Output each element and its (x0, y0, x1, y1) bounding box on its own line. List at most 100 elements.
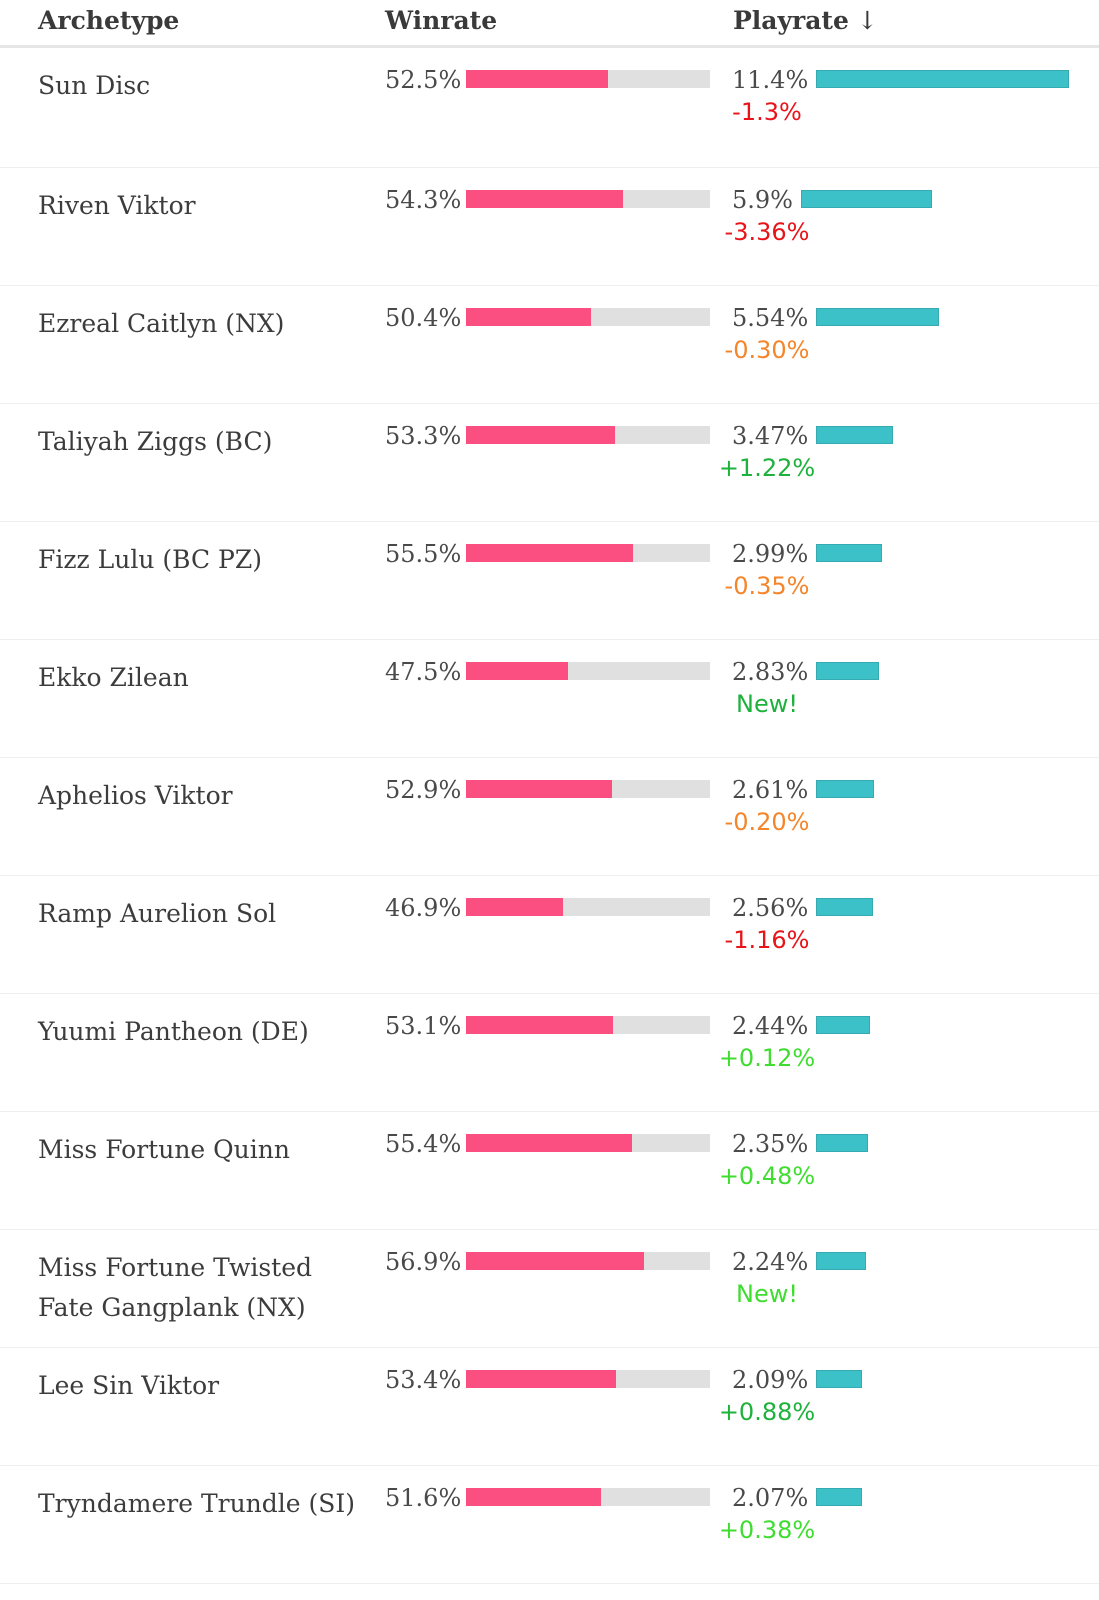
archetype-name[interactable]: Taliyah Ziggs (BC) (38, 427, 273, 456)
winrate-bar-fill (466, 190, 623, 208)
playrate-change: -0.20% (724, 808, 810, 836)
archetype-name[interactable]: Ramp Aurelion Sol (38, 899, 277, 928)
winrate-value: 53.4% (385, 1366, 462, 1394)
sort-descending-icon: ↓ (856, 6, 878, 35)
winrate-bar-track (466, 780, 710, 798)
winrate-bar-track (466, 1488, 710, 1506)
playrate-change: -3.36% (724, 218, 810, 246)
playrate-change: +1.22% (718, 454, 816, 482)
table-body: Sun Disc 52.5% 11.4% -1.3% Riven Viktor 54.3%… (0, 48, 1099, 1584)
winrate-bar-track (466, 308, 710, 326)
table-row[interactable]: Aphelios Viktor 52.9% 2.61% -0.20% (0, 758, 1099, 876)
archetype-name[interactable]: Sun Disc (38, 71, 151, 100)
table-row[interactable]: Yuumi Pantheon (DE) 53.1% 2.44% +0.12% (0, 994, 1099, 1112)
playrate-value: 2.99% (732, 540, 809, 568)
playrate-change: New! (736, 690, 798, 718)
column-header-playrate-label: Playrate (733, 6, 849, 35)
winrate-bar-fill (466, 1370, 616, 1388)
playrate-bar (816, 1488, 862, 1506)
winrate-value: 51.6% (385, 1484, 462, 1512)
playrate-bar (816, 544, 882, 562)
archetype-name[interactable]: Lee Sin Viktor (38, 1371, 220, 1400)
table-row[interactable]: Fizz Lulu (BC PZ) 55.5% 2.99% -0.35% (0, 522, 1099, 640)
archetype-name[interactable]: Aphelios Viktor (38, 781, 233, 810)
column-header-archetype[interactable]: Archetype (38, 6, 180, 35)
playrate-change: -1.16% (724, 926, 810, 954)
playrate-bar (816, 662, 879, 680)
table-row[interactable]: Ramp Aurelion Sol 46.9% 2.56% -1.16% (0, 876, 1099, 994)
archetype-name[interactable]: Tryndamere Trundle (SI) (38, 1489, 356, 1518)
column-header-playrate[interactable]: Playrate ↓ (733, 6, 878, 35)
playrate-value: 3.47% (732, 422, 809, 450)
winrate-bar-track (466, 426, 710, 444)
winrate-value: 47.5% (385, 658, 462, 686)
table-row[interactable]: Lee Sin Viktor 53.4% 2.09% +0.88% (0, 1348, 1099, 1466)
table-row[interactable]: Miss Fortune Twisted Fate Gangplank (NX)… (0, 1230, 1099, 1348)
playrate-change: +0.12% (718, 1044, 816, 1072)
playrate-bar (816, 898, 873, 916)
table-row[interactable]: Tryndamere Trundle (SI) 51.6% 2.07% +0.38% (0, 1466, 1099, 1584)
column-header-winrate[interactable]: Winrate (385, 6, 498, 35)
winrate-bar-fill (466, 1134, 632, 1152)
winrate-value: 52.9% (385, 776, 462, 804)
playrate-change: +0.88% (718, 1398, 816, 1426)
winrate-bar-track (466, 1252, 710, 1270)
winrate-bar-fill (466, 1252, 644, 1270)
playrate-bar (816, 308, 939, 326)
playrate-change: -0.30% (724, 336, 810, 364)
winrate-bar-fill (466, 1488, 601, 1506)
archetype-name[interactable]: Yuumi Pantheon (DE) (38, 1017, 309, 1046)
playrate-value: 5.54% (732, 304, 809, 332)
playrate-change: +0.38% (718, 1516, 816, 1544)
playrate-bar (801, 190, 932, 208)
winrate-bar-track (466, 1016, 710, 1034)
archetype-name[interactable]: Miss Fortune Twisted Fate Gangplank (NX) (38, 1253, 313, 1322)
winrate-value: 54.3% (385, 186, 462, 214)
table-row[interactable]: Sun Disc 52.5% 11.4% -1.3% (0, 48, 1099, 168)
playrate-value: 2.83% (732, 658, 809, 686)
table-header: Archetype Winrate Playrate ↓ (0, 0, 1099, 48)
winrate-bar-fill (466, 70, 608, 88)
winrate-value: 55.4% (385, 1130, 462, 1158)
winrate-bar-track (466, 1370, 710, 1388)
table-row[interactable]: Miss Fortune Quinn 55.4% 2.35% +0.48% (0, 1112, 1099, 1230)
winrate-bar-fill (466, 898, 563, 916)
playrate-bar (816, 426, 893, 444)
winrate-bar-fill (466, 544, 633, 562)
archetype-name[interactable]: Ezreal Caitlyn (NX) (38, 309, 285, 338)
winrate-value: 56.9% (385, 1248, 462, 1276)
playrate-value: 2.56% (732, 894, 809, 922)
playrate-change: New! (736, 1280, 798, 1308)
playrate-change: -1.3% (732, 98, 802, 126)
playrate-value: 2.44% (732, 1012, 809, 1040)
playrate-value: 2.35% (732, 1130, 809, 1158)
winrate-bar-fill (466, 780, 612, 798)
archetype-name[interactable]: Fizz Lulu (BC PZ) (38, 545, 262, 574)
playrate-value: 2.07% (732, 1484, 809, 1512)
winrate-bar-fill (466, 426, 615, 444)
winrate-value: 50.4% (385, 304, 462, 332)
playrate-bar (816, 1134, 868, 1152)
winrate-bar-track (466, 1134, 710, 1152)
playrate-value: 2.61% (732, 776, 809, 804)
table-row[interactable]: Riven Viktor 54.3% 5.9% -3.36% (0, 168, 1099, 286)
table-row[interactable]: Ezreal Caitlyn (NX) 50.4% 5.54% -0.30% (0, 286, 1099, 404)
archetype-name[interactable]: Ekko Zilean (38, 663, 189, 692)
winrate-value: 46.9% (385, 894, 462, 922)
winrate-value: 52.5% (385, 66, 462, 94)
playrate-bar (816, 1252, 866, 1270)
winrate-bar-track (466, 544, 710, 562)
archetype-name[interactable]: Riven Viktor (38, 191, 196, 220)
winrate-value: 53.1% (385, 1012, 462, 1040)
playrate-value: 11.4% (732, 66, 809, 94)
playrate-bar (816, 1016, 870, 1034)
winrate-bar-fill (466, 308, 591, 326)
archetype-name[interactable]: Miss Fortune Quinn (38, 1135, 290, 1164)
playrate-value: 2.09% (732, 1366, 809, 1394)
playrate-value: 2.24% (732, 1248, 809, 1276)
table-row[interactable]: Taliyah Ziggs (BC) 53.3% 3.47% +1.22% (0, 404, 1099, 522)
playrate-bar (816, 780, 874, 798)
table-row[interactable]: Ekko Zilean 47.5% 2.83% New! (0, 640, 1099, 758)
playrate-bar (816, 70, 1069, 88)
playrate-change: -0.35% (724, 572, 810, 600)
